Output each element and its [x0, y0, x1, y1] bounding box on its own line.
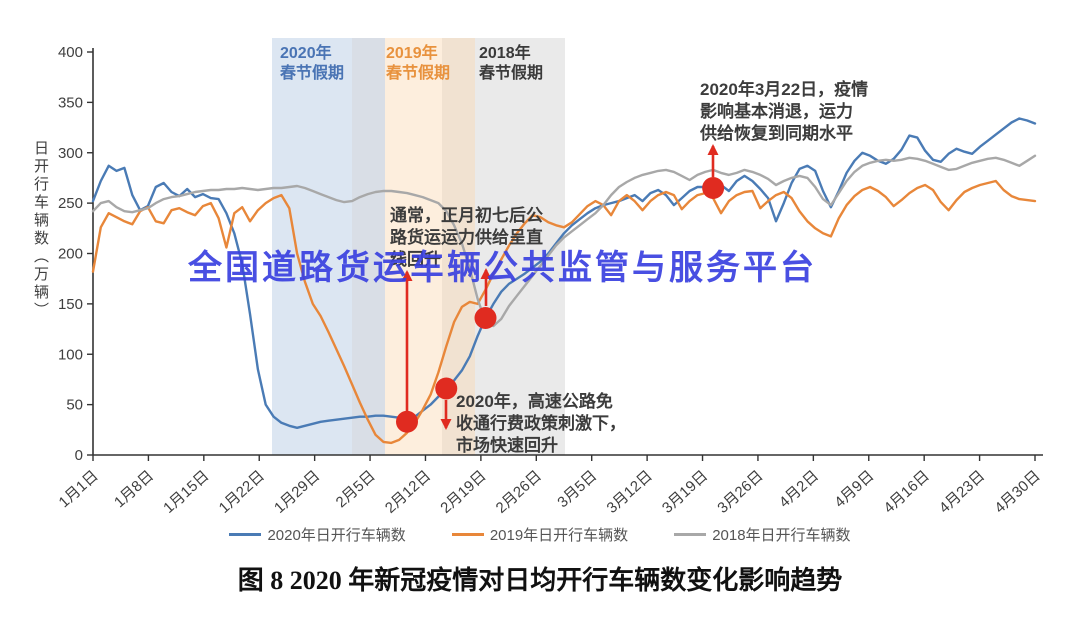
watermark: 全国道路货运车辆公共监管与服务平台: [188, 249, 817, 287]
x-tick-label: 3月12日: [604, 467, 656, 516]
annotation-toll-free-policy: 2020年，高速公路免 收通行费政策刺激下， 市场快速回升: [456, 392, 626, 456]
y-tick-label: 300: [58, 145, 83, 162]
legend-label-2019: 2019年日开行车辆数: [489, 527, 629, 544]
x-tick-label: 1月8日: [111, 467, 157, 511]
y-tick-label: 200: [58, 246, 83, 263]
legend-label-2018: 2018年日开行车辆数: [712, 527, 851, 544]
holiday-band: [385, 38, 442, 455]
annotation-arrowhead: [401, 270, 413, 281]
holiday-band: [475, 38, 565, 455]
x-tick-label: 1月15日: [160, 467, 212, 516]
x-tick-label: 1月29日: [271, 467, 323, 516]
x-tick-label: 4月2日: [776, 467, 822, 511]
series-line-2018: [91, 154, 1037, 328]
event-marker-dot: [474, 306, 497, 329]
series-line-2019: [91, 179, 1037, 445]
legend-swatch-2018: [674, 533, 707, 536]
band-label-2018-holiday: 2018年 春节假期: [479, 45, 544, 82]
legend-item-2019: 2019年日开行车辆数: [451, 524, 629, 545]
annotation-normal-recovery: 通常，正月初七后公 路货运运力供给呈直 线回升: [390, 206, 543, 270]
x-tick-label: 2月12日: [382, 467, 434, 516]
event-marker-dot: [396, 410, 418, 433]
x-tick-label: 2月5日: [333, 467, 379, 511]
holiday-band: [352, 38, 385, 455]
x-tick-label: 1月1日: [56, 467, 102, 511]
x-tick-label: 4月23日: [936, 467, 988, 516]
y-tick-label: 50: [66, 397, 83, 414]
x-tick-label: 4月16日: [881, 467, 933, 516]
event-marker-dot: [702, 177, 725, 200]
event-marker-dot: [435, 377, 458, 400]
y-tick-label: 350: [58, 94, 83, 111]
y-tick-label: 400: [58, 44, 83, 61]
y-tick-label: 250: [58, 195, 83, 212]
y-tick-label: 150: [58, 296, 83, 313]
figure-caption: 图 8 2020 年新冠疫情对日均开行车辆数变化影响趋势: [237, 566, 843, 595]
x-tick-label: 1月22日: [216, 467, 268, 516]
x-tick-label: 3月5日: [554, 467, 600, 511]
legend-swatch-2020: [229, 533, 262, 536]
x-tick-label: 4月9日: [831, 467, 877, 511]
x-tick-label: 3月19日: [659, 467, 711, 516]
y-tick-label: 0: [75, 447, 83, 464]
legend-item-2020: 2020年日开行车辆数: [229, 524, 406, 545]
x-tick-label: 2月19日: [437, 467, 489, 516]
annotation-arrowhead: [480, 268, 492, 279]
legend-label-2020: 2020年日开行车辆数: [267, 527, 406, 544]
x-tick-label: 2月26日: [493, 467, 545, 516]
band-label-2019-holiday: 2019年 春节假期: [386, 45, 451, 82]
x-tick-label: 4月30日: [991, 467, 1043, 516]
legend-swatch-2019: [451, 533, 484, 536]
x-tick-label: 3月26日: [714, 467, 766, 516]
y-axis-title: 日开行车辆数（万辆）: [32, 140, 49, 320]
annotation-arrowhead: [440, 419, 452, 430]
holiday-band: [272, 38, 352, 455]
legend-item-2018: 2018年日开行车辆数: [674, 524, 851, 545]
annotation-march22-recovery: 2020年3月22日，疫情 影响基本消退，运力 供给恢复到同期水平: [700, 80, 869, 144]
annotation-arrowhead: [707, 144, 719, 155]
y-tick-label: 100: [58, 346, 83, 363]
band-label-2020-holiday: 2020年 春节假期: [280, 45, 345, 82]
legend: 2020年日开行车辆数 2019年日开行车辆数 2018年日开行车辆数: [0, 524, 1080, 545]
